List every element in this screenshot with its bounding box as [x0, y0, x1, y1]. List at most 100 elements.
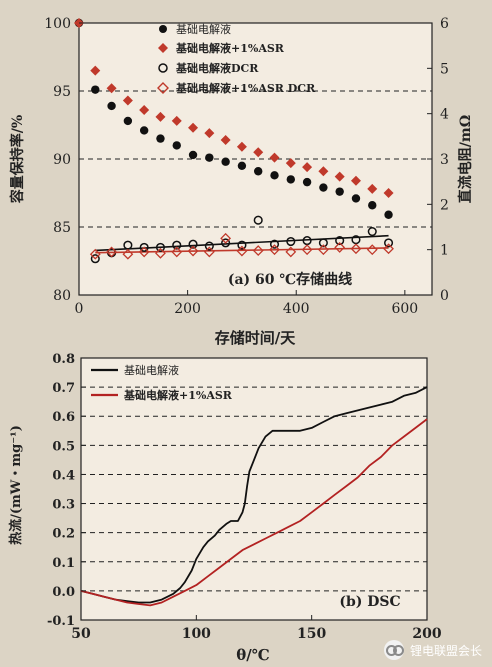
y-right-tick-label-a: 0 [440, 288, 449, 304]
data-point-a-series2 [221, 238, 231, 248]
x-tick-label-b: 50 [71, 626, 91, 642]
y-right-tick-label-a: 1 [440, 243, 449, 259]
data-point-a-series2 [237, 240, 247, 250]
data-point-a-series1 [106, 83, 117, 94]
data-point-a-series0 [270, 171, 279, 180]
data-point-a-series3 [285, 246, 297, 258]
y-tick-label-a: 80 [53, 288, 71, 304]
data-point-a-series2 [384, 238, 394, 248]
y-tick-label-b: 0.6 [52, 410, 75, 425]
watermark: 锂电联盟会长 [383, 640, 482, 660]
data-point-a-series3 [301, 244, 313, 256]
y-right-tick-label-a: 3 [440, 152, 449, 168]
data-point-a-series0 [221, 157, 230, 166]
y-tick-label-a: 90 [53, 152, 71, 168]
data-point-a-series2 [318, 238, 328, 248]
data-point-a-series2 [155, 242, 166, 252]
data-point-a-series1 [204, 128, 215, 139]
data-point-a-series0 [172, 141, 181, 150]
data-point-a-series0 [368, 201, 377, 210]
y-tick-label-b: 0.7 [52, 381, 75, 396]
data-point-a-series0 [335, 187, 344, 196]
data-point-a-series0 [91, 85, 100, 94]
data-point-a-series2 [90, 254, 100, 264]
y-tick-label-a: 100 [44, 16, 71, 32]
x-tick-label-a: 600 [391, 301, 418, 317]
data-point-a-series0 [254, 167, 263, 176]
data-point-a-series1 [122, 95, 133, 106]
panel-b-plot-area [80, 357, 428, 621]
data-point-a-series2 [269, 239, 280, 249]
data-point-a-series1 [350, 175, 361, 186]
panel-b-ylabel: 热流/(mW・mg⁻¹) [8, 425, 24, 545]
panel-a-annotation: (a) 60 ℃存储曲线 [228, 271, 352, 288]
data-point-a-series1 [90, 65, 101, 76]
panel-a-xlabel: 存储时间/天 [215, 329, 296, 347]
data-point-a-series1 [139, 105, 150, 116]
y-right-tick-label-a: 5 [440, 61, 449, 77]
y-right-tick-label-a: 2 [440, 197, 449, 213]
y-tick-label-b: 0.8 [52, 352, 75, 367]
panel-a-ylabel: 容量保持率/% [9, 115, 26, 204]
y-right-tick-label-a: 6 [440, 16, 449, 32]
legend-b1-label: 基础电解液 [124, 363, 179, 377]
panel-b-legend: 基础电解液 基础电解液+1%ASR [91, 363, 233, 402]
x-tick-label-a: 400 [283, 301, 310, 317]
x-tick-label-b: 200 [412, 626, 441, 642]
legend-a4-label: 基础电解液+1%ASR DCR [175, 81, 316, 95]
data-point-a-series3 [269, 244, 280, 256]
data-point-a-series0 [286, 175, 295, 184]
data-point-a-series3 [317, 244, 329, 256]
legend-b2-label: 基础电解液+1%ASR [123, 388, 233, 402]
data-point-a-series0 [139, 126, 149, 135]
legend-a2-label: 基础电解液+1%ASR [175, 41, 285, 55]
data-point-a-series3 [236, 245, 248, 257]
data-point-a-series3 [203, 246, 215, 258]
legend-a2-marker [158, 43, 168, 53]
panel-a-ylabel-right: 直流电阻/mΩ [457, 115, 474, 203]
data-point-a-series0 [156, 134, 165, 143]
series-line-b0 [80, 386, 428, 604]
data-point-a-series1 [171, 115, 182, 126]
legend-a1-marker [159, 25, 167, 33]
data-point-a-series2 [188, 239, 198, 249]
legend-a1-label: 基础电解液 [176, 22, 231, 36]
data-point-a-series0 [188, 150, 198, 160]
x-tick-label-a: 0 [75, 301, 84, 317]
data-point-a-series3 [252, 245, 264, 256]
legend-a4-marker [157, 82, 169, 94]
y-tick-label-b: 0.2 [52, 527, 75, 542]
panel-a: 0 200 400 600 80 85 90 95 100 0 1 2 3 4 5 6 基础电解液 基础电… [9, 16, 474, 347]
data-point-a-series3 [383, 243, 394, 255]
wechat-icon [383, 640, 404, 660]
data-point-a-series0 [123, 116, 133, 126]
x-tick-label-a: 200 [174, 301, 201, 317]
data-point-a-series1 [383, 188, 394, 198]
y-right-tick-label-a: 4 [440, 107, 449, 123]
data-point-a-series3 [366, 244, 378, 256]
data-point-a-series2 [139, 242, 149, 252]
x-tick-label-b: 100 [182, 626, 211, 642]
data-point-a-series1 [253, 147, 264, 158]
y-tick-label-b: 0.1 [52, 556, 75, 571]
data-point-a-series3 [155, 247, 166, 259]
data-point-a-series1 [318, 166, 329, 177]
data-point-a-series2 [172, 240, 182, 250]
legend-a3-label: 基础电解液DCR [175, 61, 259, 75]
data-point-a-series0 [302, 177, 312, 187]
data-point-a-series3 [122, 248, 134, 260]
data-point-a-series0 [351, 194, 361, 203]
data-point-a-series1 [285, 158, 296, 169]
data-point-a-series0 [107, 101, 116, 111]
data-point-a-series3 [171, 246, 183, 258]
data-point-a-series1 [155, 111, 166, 122]
data-point-a-series2 [253, 215, 263, 225]
y-tick-label-b: 0.3 [52, 498, 75, 513]
data-point-a-series1 [236, 141, 247, 152]
data-point-a-series2 [286, 236, 296, 247]
legend-a3-marker [158, 63, 168, 73]
data-point-a-series0 [319, 183, 328, 192]
data-point-a-series2 [204, 241, 214, 251]
data-point-a-series2 [367, 226, 377, 237]
